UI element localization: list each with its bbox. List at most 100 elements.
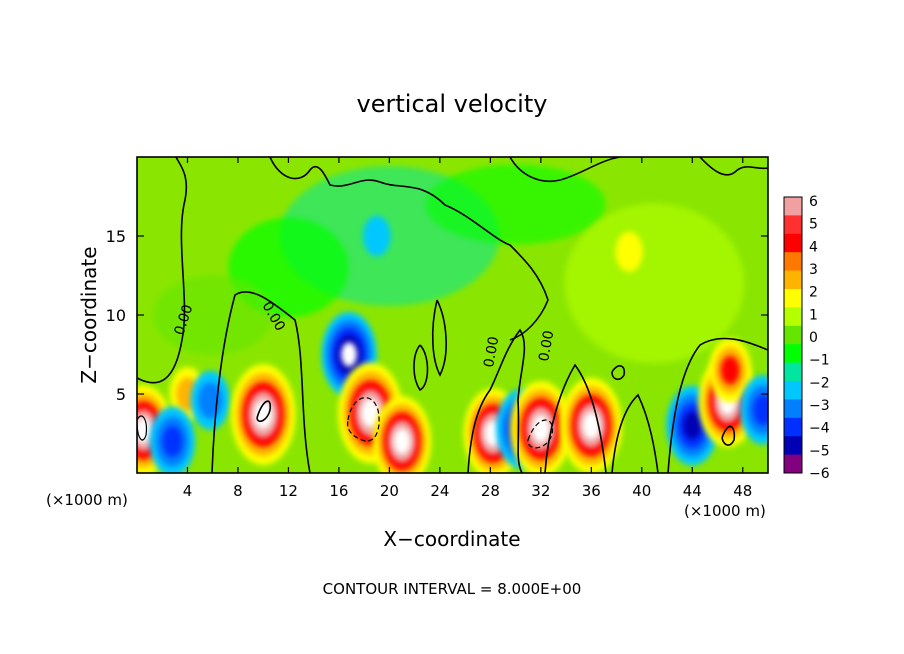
x-unit-right: (×1000 m) <box>684 502 766 520</box>
plot-area: 0.00 0.00 0.00 0.00 <box>136 156 769 474</box>
colorbar-swatch <box>784 270 802 290</box>
downdraft-cell <box>362 215 391 257</box>
updraft-level <box>615 231 643 272</box>
updraft-cell <box>510 380 572 473</box>
colorbar-label: 5 <box>809 217 818 233</box>
colorbar-swatch <box>784 197 802 216</box>
y-axis-label: Z−coordinate <box>77 246 101 383</box>
contour-label: 0.00 <box>481 335 502 368</box>
zero-contour-line <box>256 400 272 422</box>
chart-title: vertical velocity <box>357 90 548 118</box>
zero-contour-line <box>667 337 768 473</box>
zero-contour-line <box>431 299 447 377</box>
colorbar-swatch <box>784 399 802 419</box>
x-tick-label: 8 <box>233 482 243 500</box>
colorbar: 6 5 4 3 2 1 0 −1 −2 −3 −4 −5 −6 <box>783 194 830 482</box>
colorbar-frame <box>783 196 803 474</box>
y-tick-label: 5 <box>116 385 126 404</box>
colorbar-label: 2 <box>809 285 818 301</box>
colorbar-swatch <box>784 307 802 327</box>
updraft-level <box>393 428 411 455</box>
updraft-level <box>582 411 601 440</box>
contour-interval-footer: CONTOUR INTERVAL = 8.000E+00 <box>323 580 582 598</box>
zero-contour-line <box>211 291 311 473</box>
downdraft-level <box>341 342 357 367</box>
zero-contour-line <box>509 157 621 182</box>
x-tick-label: 12 <box>279 482 298 500</box>
colorbar-swatch <box>784 215 802 235</box>
y-axis: 5 10 15 <box>106 227 768 404</box>
colorbar-swatch <box>784 289 802 308</box>
zero-contour-line <box>269 157 549 341</box>
colorbar-swatch <box>784 325 802 345</box>
colorbar-label: −2 <box>809 375 830 391</box>
x-tick-label: 36 <box>582 482 601 500</box>
negative-contour-line <box>347 397 380 442</box>
colorbar-label: −6 <box>809 466 830 482</box>
zero-contour-line <box>137 157 188 384</box>
updraft-level <box>361 398 380 428</box>
x-tick-label: 4 <box>183 482 193 500</box>
zero-contours <box>137 157 768 473</box>
updraft-cell <box>615 231 643 272</box>
colorbar-swatch <box>784 417 802 437</box>
y-tick-label: 15 <box>106 227 126 246</box>
colorbar-label: 3 <box>809 262 818 278</box>
updraft-cell <box>372 396 432 473</box>
x-tick-label: 16 <box>329 482 348 500</box>
updraft-level <box>253 400 273 429</box>
zero-contour-line <box>721 425 736 446</box>
downdraft-cell <box>190 370 230 430</box>
colorbar-label: −3 <box>809 398 830 414</box>
downdraft-cell <box>149 406 196 473</box>
downdraft-level <box>752 394 768 426</box>
downdraft-level <box>683 411 702 440</box>
x-tick-label: 24 <box>430 482 449 500</box>
colorbar-swatch <box>784 454 802 474</box>
zero-contour-line <box>611 365 626 381</box>
updraft-cell <box>708 338 752 403</box>
updraft-level <box>532 415 550 443</box>
x-axis-label: X−coordinate <box>383 527 520 551</box>
contour-label: 0.00 <box>536 329 557 362</box>
colorbar-swatch <box>784 436 802 455</box>
x-axis: 4 8 12 16 20 24 28 32 36 40 44 48 <box>183 157 752 500</box>
updraft-cell <box>560 377 623 473</box>
x-tick-label: 44 <box>683 482 702 500</box>
background-region <box>425 164 606 245</box>
colorbar-label: 4 <box>809 239 818 255</box>
zero-contour-line <box>467 328 526 473</box>
x-tick-label: 20 <box>380 482 399 500</box>
background-region <box>564 203 745 364</box>
zero-contour-line <box>413 344 429 392</box>
x-tick-label: 32 <box>531 482 550 500</box>
velocity-field <box>137 164 768 473</box>
colorbar-label: 6 <box>809 194 818 210</box>
zero-contour-line <box>699 157 768 176</box>
x-tick-label: 48 <box>733 482 752 500</box>
x-tick-label: 40 <box>632 482 651 500</box>
colorbar-swatch <box>784 362 802 382</box>
y-tick-label: 10 <box>106 306 126 325</box>
background-region <box>152 275 273 355</box>
colorbar-swatch <box>784 344 802 363</box>
zero-contour-line <box>544 363 607 473</box>
updraft-cell <box>230 364 296 465</box>
downdraft-cell <box>740 375 768 445</box>
downdraft-level <box>162 425 183 457</box>
x-unit-left: (×1000 m) <box>46 491 128 509</box>
colorbar-label: −4 <box>809 421 830 437</box>
updraft-level <box>720 356 740 385</box>
colorbar-label: 0 <box>809 330 818 346</box>
colorbar-swatch <box>784 233 802 253</box>
zero-contour-line <box>611 393 659 473</box>
colorbar-swatch <box>784 381 802 400</box>
zero-contour-line <box>137 415 147 441</box>
updraft-level <box>137 417 152 444</box>
negative-contour-line <box>527 419 554 449</box>
colorbar-label: −1 <box>809 353 830 369</box>
downdraft-level <box>362 215 391 257</box>
colorbar-swatch <box>784 252 802 271</box>
colorbar-label: 1 <box>809 307 818 323</box>
